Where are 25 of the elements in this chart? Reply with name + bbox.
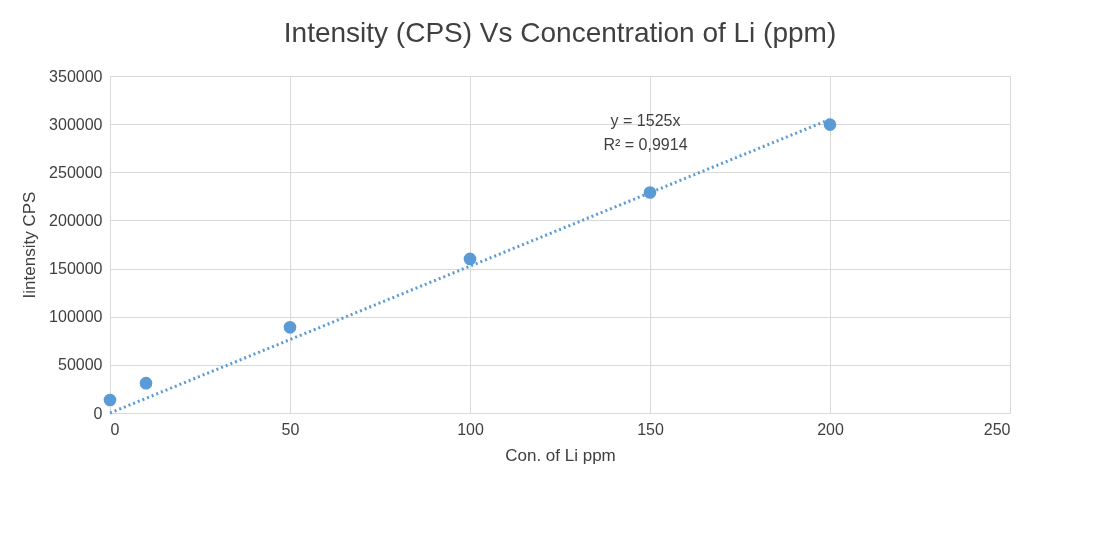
point xyxy=(643,186,657,199)
y-axis-title: Iintensity CPS xyxy=(20,191,40,299)
x-axis-title: Con. of Li ppm xyxy=(505,445,616,465)
x-tick-label: 50 xyxy=(281,420,300,438)
y-tick-label: 200000 xyxy=(49,211,103,229)
y-tick-label: 50000 xyxy=(58,356,103,374)
annotation: R² = 0,9914 xyxy=(603,136,688,153)
x-tick-label: 100 xyxy=(457,420,484,438)
y-tick-label: 300000 xyxy=(49,115,103,133)
x-tick-label: 0 xyxy=(110,420,120,438)
y-tick-label: 150000 xyxy=(49,260,103,278)
y-tick-label: 0 xyxy=(93,404,103,422)
chart-title: Intensity (CPS) Vs Concentration of Li (ppm) xyxy=(283,17,837,48)
point xyxy=(103,393,117,407)
y-tick-label: 100000 xyxy=(49,308,103,326)
point xyxy=(823,118,837,131)
y-tick-label: 350000 xyxy=(49,67,103,85)
x-tick-label: 250 xyxy=(983,420,1011,438)
y-tick-label: 250000 xyxy=(49,163,103,181)
point xyxy=(463,252,477,266)
annotation: y = 1525x xyxy=(610,112,681,129)
point xyxy=(139,376,153,390)
point xyxy=(283,320,297,334)
x-tick-label: 200 xyxy=(817,420,844,438)
x-tick-label: 150 xyxy=(637,420,664,438)
